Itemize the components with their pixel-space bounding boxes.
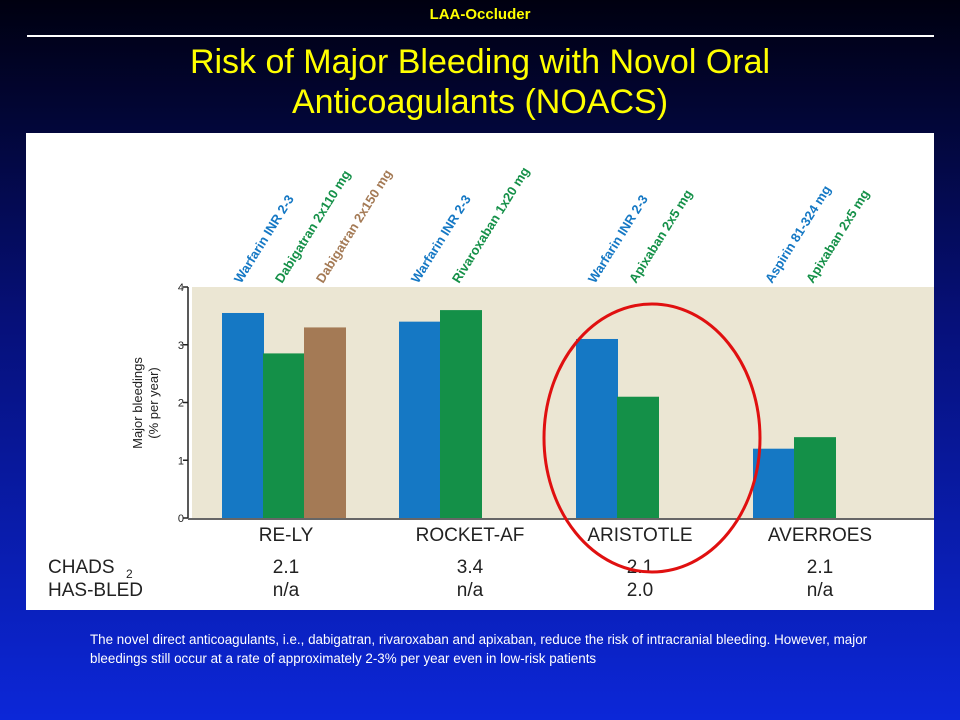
chads2-value: 3.4 — [457, 557, 484, 578]
slide-title: Risk of Major Bleeding with Novol Oral A… — [0, 42, 960, 122]
has-bled-value: n/a — [273, 580, 300, 601]
y-tick-label: 3 — [178, 340, 184, 352]
bar — [440, 310, 482, 518]
bar — [304, 327, 346, 518]
chads2-row-label-subscript: 2 — [126, 567, 133, 581]
bar — [222, 312, 264, 518]
y-axis-unit: (% per year) — [146, 367, 161, 439]
highlight-ellipse — [542, 302, 762, 574]
chads2-value: 2.1 — [807, 557, 833, 578]
bar-label: Rivaroxaban 1x20 mg — [449, 164, 533, 285]
bar-label: Dabigatran 2x150 mg — [313, 167, 395, 286]
bar — [794, 437, 836, 518]
has-bled-value: n/a — [457, 580, 484, 601]
slide-caption: The novel direct anticoagulants, i.e., d… — [90, 632, 868, 666]
bar — [576, 338, 618, 518]
has-bled-value: n/a — [807, 580, 834, 601]
y-tick-label: 1 — [178, 455, 184, 467]
slide-title-line-2: Anticoagulants (NOACS) — [291, 83, 669, 121]
y-tick-label: 4 — [178, 282, 184, 294]
bar — [617, 396, 659, 518]
header-label: LAA-Occluder — [429, 6, 531, 23]
y-tick-label: 0 — [178, 513, 184, 525]
slide-title-line-1: Risk of Major Bleeding with Novol Oral — [189, 43, 771, 81]
chads2-row-label: CHADS — [48, 557, 115, 578]
trial-label: ROCKET-AF — [416, 525, 525, 546]
chart-panel: 0 1 2 3 4 Major bleedings (% per year) Warfarin… — [26, 133, 934, 610]
trial-label: AVERROES — [768, 525, 872, 546]
y-axis-title: Major bleedings — [130, 357, 145, 449]
has-bled-row-label: HAS-BLED — [48, 580, 143, 601]
bar-label: Dabigatran 2x110 mg — [272, 167, 354, 285]
header-divider — [27, 35, 934, 37]
chads2-value: 2.1 — [273, 557, 299, 578]
bar — [399, 321, 441, 518]
y-tick-label: 2 — [178, 398, 184, 410]
chads2-value: 2.1 — [627, 557, 653, 578]
trial-label: RE-LY — [259, 525, 314, 546]
bar — [263, 353, 305, 518]
has-bled-value: 2.0 — [627, 580, 653, 601]
trial-label: ARISTOTLE — [587, 525, 692, 546]
